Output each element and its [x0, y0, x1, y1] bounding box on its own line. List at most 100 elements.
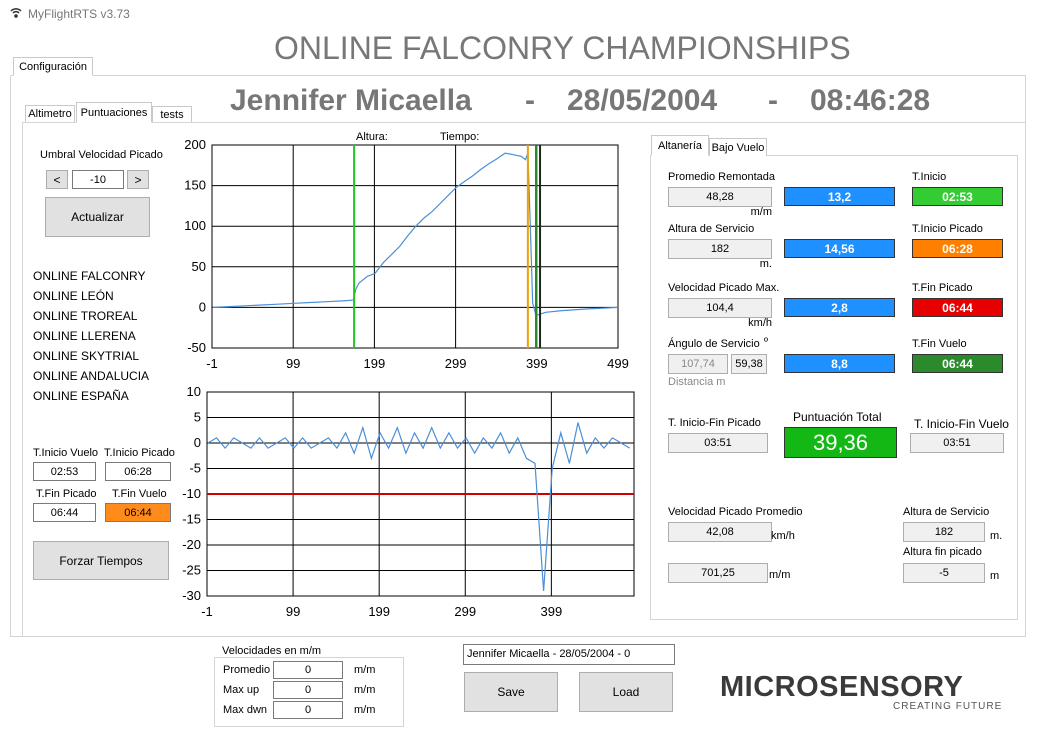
button[interactable]: <	[46, 170, 68, 189]
field-label: Velocidad Picado Max.	[668, 282, 780, 294]
session-time: 08:46:28	[810, 84, 931, 117]
label: Max up	[223, 684, 260, 696]
x-tick-label: 299	[454, 604, 476, 619]
unit: º	[764, 336, 769, 348]
time-value: 02:53	[912, 187, 1003, 206]
field-value: 03:51	[668, 433, 768, 453]
time-value: 06:44	[912, 354, 1003, 373]
y-tick-label: -5	[189, 461, 201, 476]
button[interactable]: Actualizar	[45, 197, 150, 237]
unit: km/h	[771, 530, 795, 542]
championship: ONLINE FALCONRY	[33, 269, 146, 283]
speeds-group	[214, 657, 404, 727]
config-tab: Configuración	[13, 57, 93, 76]
time-value: 06:44	[912, 298, 1003, 317]
championship: ONLINE LLERENA	[33, 329, 136, 343]
field-value: 107,74	[668, 354, 728, 374]
button[interactable]: >	[127, 170, 149, 189]
y-tick-label: 100	[184, 218, 206, 233]
field-value: 182	[668, 239, 772, 259]
field-label: Ángulo de Servicio	[668, 338, 760, 350]
field-label: Altura de Servicio	[903, 506, 990, 518]
time-label: T.Fin Vuelo	[912, 338, 967, 350]
button[interactable]: Forzar Tiempos	[33, 541, 169, 580]
score: 14,56	[784, 239, 895, 258]
field-label: Altura fin picado	[903, 546, 982, 558]
note: Distancia m	[668, 376, 726, 388]
y-tick-label: 150	[184, 178, 206, 193]
unit: km/h	[748, 317, 772, 329]
field-label: Velocidad Picado Promedio	[668, 506, 803, 518]
main-title: ONLINE FALCONRY CHAMPIONSHIPS	[274, 30, 851, 66]
session-date: 28/05/2004	[567, 84, 718, 117]
input[interactable]: 0	[273, 661, 343, 679]
time-label: T.Inicio Picado	[912, 223, 983, 235]
x-tick-label: 399	[526, 356, 548, 371]
y-tick-label: 50	[192, 259, 206, 274]
session-select[interactable]: Jennifer Micaella - 28/05/2004 - 0	[463, 644, 675, 665]
score: 13,2	[784, 187, 895, 206]
chart-label: Altura:	[356, 131, 388, 143]
tab[interactable]: Altanería	[651, 135, 709, 156]
input[interactable]: 0	[273, 701, 343, 719]
field-label: T. Inicio-Fin Vuelo	[914, 417, 1009, 431]
time-value: 06:28	[912, 239, 1003, 258]
field-value: 182	[903, 522, 985, 542]
y-tick-label: 200	[184, 137, 206, 152]
y-tick-label: -50	[187, 340, 206, 355]
time-label: T.Fin Picado	[912, 282, 973, 294]
label: T.Inicio Picado	[104, 447, 175, 459]
total-score: 39,36	[784, 427, 897, 458]
unit: m/m	[354, 684, 376, 696]
field-label: T. Inicio-Fin Picado	[668, 417, 761, 429]
input[interactable]: 06:44	[105, 503, 171, 522]
tab[interactable]: Bajo Vuelo	[709, 138, 767, 156]
tab[interactable]: Altimetro	[25, 105, 75, 122]
x-tick-label: -1	[201, 604, 213, 619]
x-tick-label: 99	[286, 604, 300, 619]
label: T.Fin Vuelo	[112, 488, 167, 500]
label: Promedio	[223, 664, 271, 676]
field-value: -5	[903, 563, 985, 583]
pilot-name: Jennifer Micaella	[230, 84, 472, 117]
window-title: MyFlightRTS v3.73	[28, 7, 130, 21]
championship: ONLINE ANDALUCIA	[33, 369, 150, 383]
label: T.Inicio Vuelo	[33, 447, 99, 459]
unit: m	[990, 570, 1000, 582]
tab[interactable]: tests	[152, 106, 192, 122]
input[interactable]: 06:44	[33, 503, 96, 522]
y-tick-label: -30	[182, 588, 201, 603]
total-label: Puntuación Total	[793, 410, 882, 424]
y-tick-label: -25	[182, 563, 201, 578]
y-tick-label: 0	[194, 435, 201, 450]
score: 2,8	[784, 298, 895, 317]
score: 8,8	[784, 354, 895, 373]
series-line	[212, 152, 619, 317]
input[interactable]: -10	[72, 170, 124, 189]
championship: ONLINE LEÓN	[33, 289, 114, 303]
y-tick-label: 0	[199, 299, 206, 314]
championship: ONLINE TROREAL	[33, 309, 138, 323]
button[interactable]: Load	[579, 672, 673, 712]
x-tick-label: 99	[286, 356, 300, 371]
group-title: Velocidades en m/m	[220, 645, 324, 657]
unit: m.	[990, 530, 1003, 542]
logo: MICROSENSORY	[720, 671, 964, 703]
field-value: 104,4	[668, 298, 772, 318]
input[interactable]: 0	[273, 681, 343, 699]
label: Max dwn	[223, 704, 268, 716]
field-value: 03:51	[910, 433, 1004, 453]
separator: -	[768, 84, 778, 117]
tab[interactable]: Puntuaciones	[76, 102, 152, 123]
button[interactable]: Save	[464, 672, 558, 712]
field-value: 48,28	[668, 187, 772, 207]
label: T.Fin Picado	[36, 488, 97, 500]
x-tick-label: 399	[541, 604, 563, 619]
unit: m/m	[354, 664, 376, 676]
time-label: T.Inicio	[912, 171, 947, 183]
input[interactable]: 02:53	[33, 462, 96, 481]
x-tick-label: 299	[445, 356, 467, 371]
input[interactable]: 06:28	[105, 462, 171, 481]
app-icon	[10, 8, 22, 18]
